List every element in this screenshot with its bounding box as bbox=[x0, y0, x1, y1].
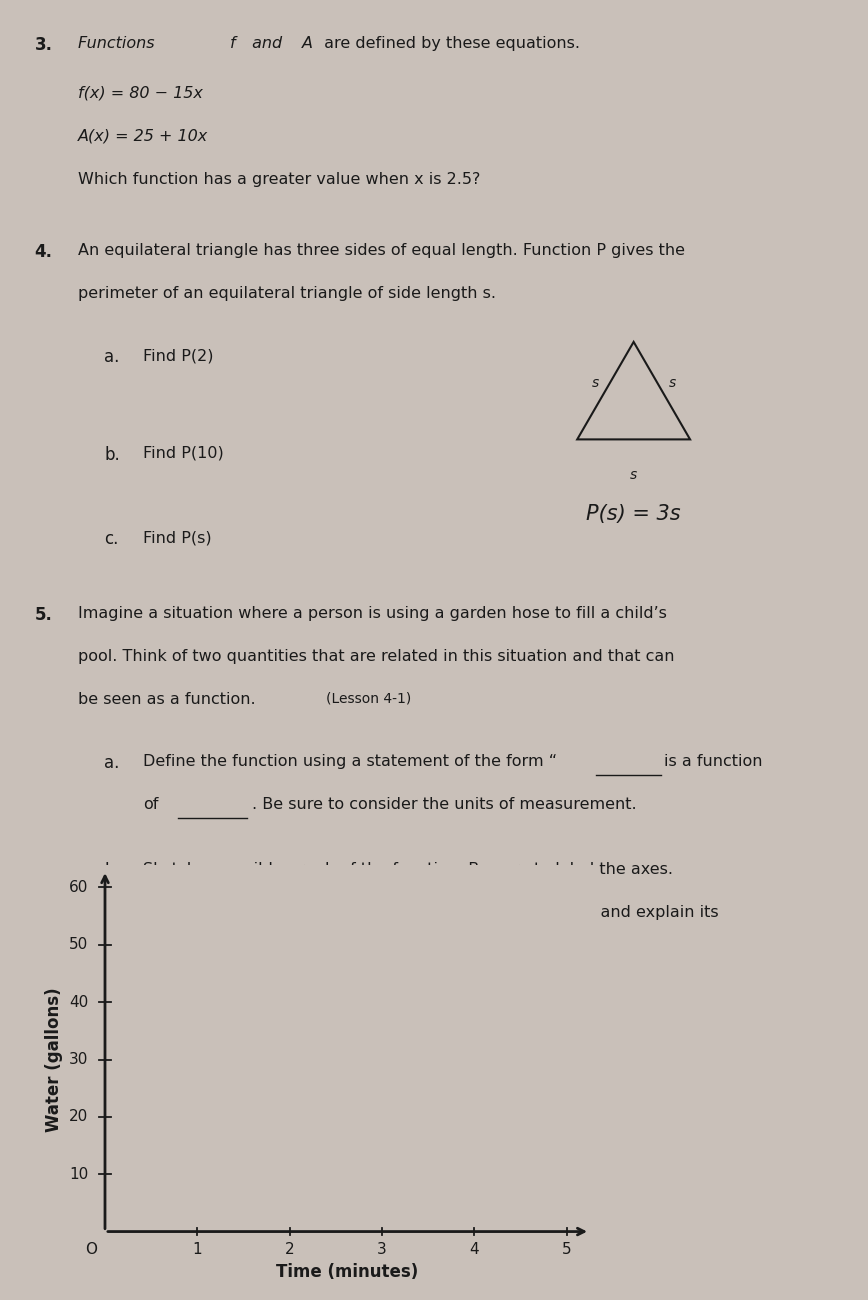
Text: Then, identify the coordinates of one point on the graph and explain its: Then, identify the coordinates of one po… bbox=[143, 905, 719, 920]
Text: 2: 2 bbox=[285, 1242, 294, 1257]
Text: of: of bbox=[143, 797, 159, 812]
Text: c.: c. bbox=[104, 530, 119, 549]
Text: 3: 3 bbox=[378, 1242, 387, 1257]
Text: Find P(2): Find P(2) bbox=[143, 348, 214, 364]
Text: 3.: 3. bbox=[35, 36, 53, 55]
Text: An equilateral triangle has three sides of equal length. Function P gives the: An equilateral triangle has three sides … bbox=[78, 243, 685, 259]
Text: Functions: Functions bbox=[78, 36, 160, 52]
Text: s: s bbox=[630, 468, 637, 482]
Text: 4.: 4. bbox=[35, 243, 53, 261]
Text: be seen as a function.: be seen as a function. bbox=[78, 692, 261, 707]
Text: Imagine a situation where a person is using a garden hose to fill a child’s: Imagine a situation where a person is us… bbox=[78, 606, 667, 621]
Text: are defined by these equations.: are defined by these equations. bbox=[319, 36, 581, 52]
Text: a.: a. bbox=[104, 754, 120, 772]
Text: s: s bbox=[668, 376, 676, 390]
Text: perimeter of an equilateral triangle of side length s.: perimeter of an equilateral triangle of … bbox=[78, 286, 496, 302]
Text: is a function: is a function bbox=[664, 754, 762, 770]
Text: A(x) = 25 + 10x: A(x) = 25 + 10x bbox=[78, 129, 208, 144]
Text: f(x) = 80 − 15x: f(x) = 80 − 15x bbox=[78, 86, 203, 101]
Text: 5.: 5. bbox=[35, 606, 53, 624]
Text: Time (minutes): Time (minutes) bbox=[276, 1264, 418, 1280]
Text: Sketch a possible graph of the function. Be sure to label the axes.: Sketch a possible graph of the function.… bbox=[143, 862, 674, 878]
Text: Water (gallons): Water (gallons) bbox=[45, 987, 63, 1132]
Text: Find P(10): Find P(10) bbox=[143, 446, 224, 462]
Text: Find P(s): Find P(s) bbox=[143, 530, 212, 546]
Text: Which function has a greater value when x is 2.5?: Which function has a greater value when … bbox=[78, 172, 481, 187]
Text: . Be sure to consider the units of measurement.: . Be sure to consider the units of measu… bbox=[252, 797, 636, 812]
Text: P(s) = 3s: P(s) = 3s bbox=[586, 504, 681, 524]
Text: (Lesson 4-1): (Lesson 4-1) bbox=[326, 692, 411, 706]
Text: 50: 50 bbox=[69, 937, 89, 953]
Text: O: O bbox=[85, 1242, 97, 1257]
Text: 20: 20 bbox=[69, 1109, 89, 1124]
Text: 60: 60 bbox=[69, 880, 89, 894]
Text: 30: 30 bbox=[69, 1052, 89, 1067]
Text: A: A bbox=[302, 36, 313, 52]
Text: Define the function using a statement of the form “: Define the function using a statement of… bbox=[143, 754, 557, 770]
Text: 40: 40 bbox=[69, 994, 89, 1010]
Text: s: s bbox=[591, 376, 599, 390]
Text: pool. Think of two quantities that are related in this situation and that can: pool. Think of two quantities that are r… bbox=[78, 649, 674, 664]
Text: and: and bbox=[247, 36, 287, 52]
Text: meaning.: meaning. bbox=[143, 948, 219, 963]
Text: 1: 1 bbox=[193, 1242, 202, 1257]
Text: 4: 4 bbox=[470, 1242, 479, 1257]
Text: b.: b. bbox=[104, 446, 120, 464]
Text: b.: b. bbox=[104, 862, 120, 880]
Text: 10: 10 bbox=[69, 1166, 89, 1182]
Text: 5: 5 bbox=[562, 1242, 572, 1257]
Text: a.: a. bbox=[104, 348, 120, 367]
Text: f: f bbox=[230, 36, 235, 52]
